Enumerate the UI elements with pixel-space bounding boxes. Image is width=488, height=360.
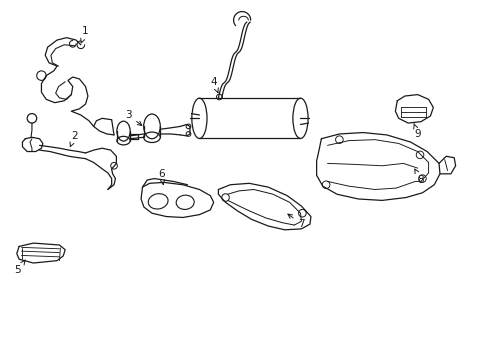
Text: 2: 2 — [70, 131, 78, 147]
Text: 5: 5 — [14, 260, 25, 275]
Text: 4: 4 — [210, 77, 218, 93]
Text: 6: 6 — [158, 169, 164, 185]
Text: 7: 7 — [287, 214, 304, 229]
Text: 1: 1 — [81, 27, 89, 43]
Text: 8: 8 — [414, 169, 424, 185]
Text: 3: 3 — [125, 110, 142, 125]
Text: 9: 9 — [413, 123, 420, 139]
